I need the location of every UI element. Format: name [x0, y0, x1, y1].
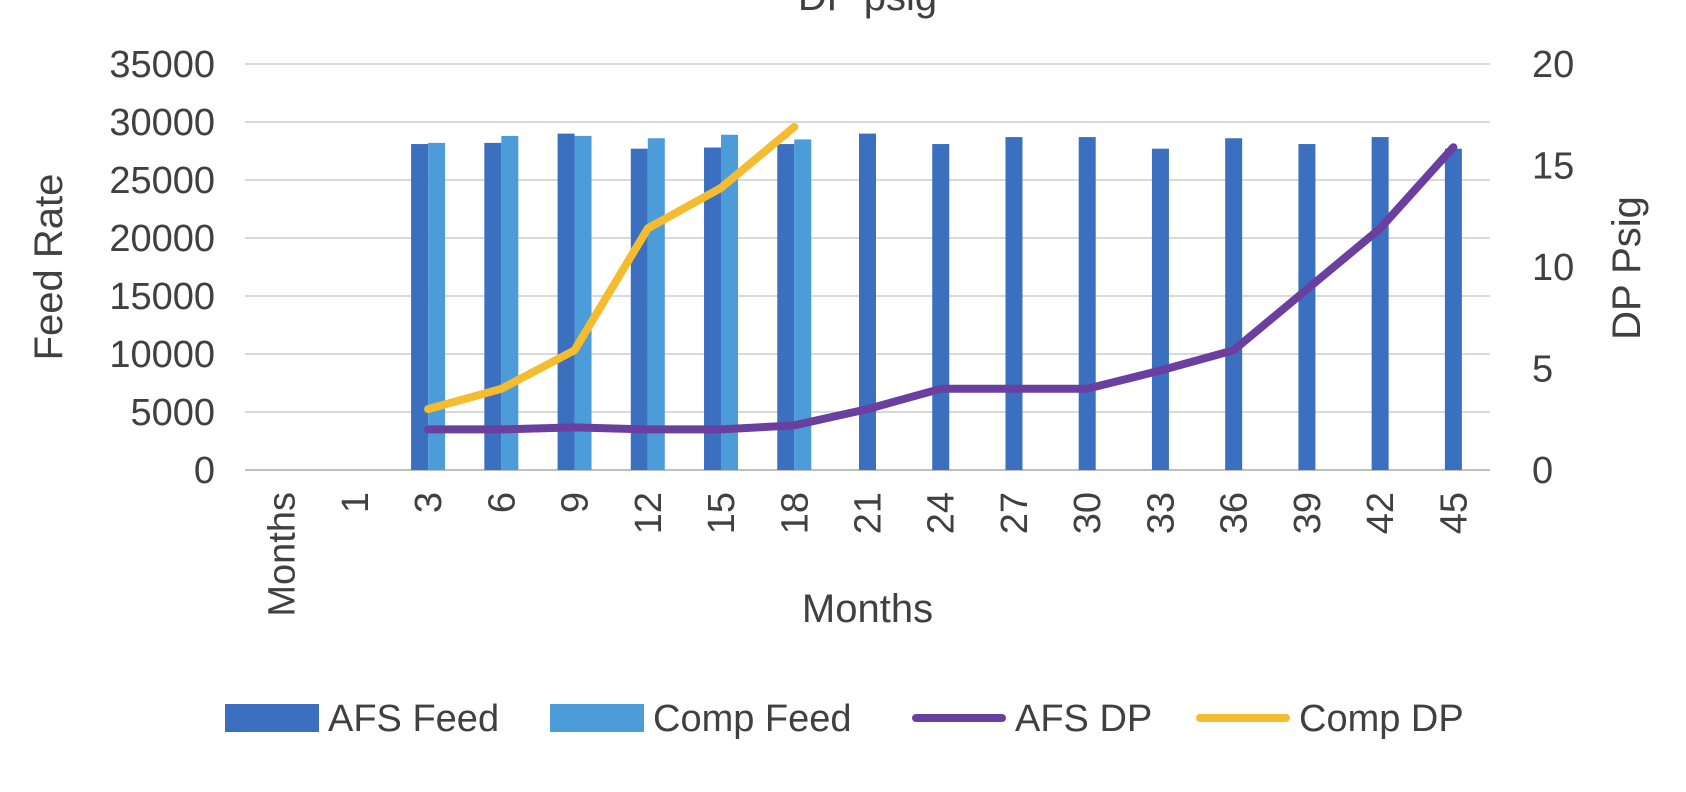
- legend: AFS Feed Comp Feed AFS DP Comp DP: [225, 698, 1464, 740]
- x-tick-label: 45: [1433, 492, 1475, 534]
- y2-tick-label: 0: [1532, 450, 1553, 492]
- bar-afs-feed-18: [777, 144, 795, 471]
- legend-swatch-afs-feed: [225, 704, 319, 732]
- x-axis-title: Months: [802, 587, 933, 631]
- y-tick-label: 20000: [109, 218, 215, 260]
- chart-title-group: DP psig: [798, 0, 937, 19]
- y-axis-title: Feed Rate: [27, 174, 71, 361]
- bar-comp-feed-12: [647, 138, 665, 471]
- x-tick-label: 15: [701, 492, 743, 534]
- y2-tick-label: 15: [1532, 146, 1574, 188]
- line-afs-dp: [424, 143, 1458, 434]
- bars: [411, 133, 1462, 471]
- bar-afs-feed-6: [484, 142, 502, 470]
- x-tick-label: 42: [1360, 492, 1402, 534]
- x-tick-label: 1: [335, 492, 377, 513]
- x-tick-label: 27: [994, 492, 1036, 534]
- x-tick-label: 36: [1214, 492, 1256, 534]
- y-tick-label: 5000: [130, 392, 215, 434]
- bar-afs-feed-15: [704, 147, 722, 470]
- bar-afs-feed-39: [1298, 144, 1316, 471]
- y-tick-label: 0: [194, 450, 215, 492]
- y2-tick-label: 20: [1532, 44, 1574, 86]
- bar-comp-feed-3: [428, 142, 446, 470]
- bar-comp-feed-15: [721, 134, 739, 470]
- y-tick-label: 10000: [109, 334, 215, 376]
- bar-afs-feed-24: [932, 144, 950, 471]
- y-tick-label: 15000: [109, 276, 215, 318]
- chart-title: DP psig: [798, 0, 937, 19]
- x-tick-label: 39: [1287, 492, 1329, 534]
- x-tick-label: 3: [408, 492, 450, 513]
- bar-comp-feed-9: [574, 135, 592, 471]
- legend-label-afs-dp: AFS DP: [1015, 698, 1152, 740]
- y-tick-label: 30000: [109, 102, 215, 144]
- x-tick-label: 9: [555, 492, 597, 513]
- legend-label-comp-dp: Comp DP: [1299, 698, 1464, 740]
- legend-swatch-comp-feed: [550, 704, 644, 732]
- legend-label-afs-feed: AFS Feed: [328, 698, 499, 740]
- bar-afs-feed-12: [630, 148, 648, 470]
- x-tick-label: 33: [1140, 492, 1182, 534]
- line-comp-dp: [424, 122, 799, 414]
- bar-afs-feed-30: [1078, 137, 1096, 470]
- bar-afs-feed-27: [1005, 137, 1023, 470]
- lines: [424, 122, 1458, 434]
- x-tick-label: Months: [262, 492, 304, 617]
- y-tick-label: 35000: [109, 44, 215, 86]
- bar-comp-feed-18: [794, 139, 812, 470]
- bar-afs-feed-33: [1151, 148, 1169, 470]
- legend-label-comp-feed: Comp Feed: [653, 698, 852, 740]
- x-tick-label: 12: [628, 492, 670, 534]
- y2-axis-title: DP Psig: [1605, 196, 1649, 340]
- bar-afs-feed-36: [1225, 138, 1243, 471]
- bar-afs-feed-3: [411, 144, 429, 471]
- x-tick-label: 18: [774, 492, 816, 534]
- bar-afs-feed-9: [557, 133, 575, 470]
- x-tick-label: 6: [481, 492, 523, 513]
- bar-afs-feed-42: [1371, 137, 1389, 470]
- x-tick-label: 30: [1067, 492, 1109, 534]
- x-tick-label: 24: [921, 492, 963, 534]
- x-tick-label: 21: [848, 492, 890, 534]
- bar-afs-feed-45: [1444, 148, 1462, 470]
- y-tick-label: 25000: [109, 160, 215, 202]
- y2-tick-label: 10: [1532, 247, 1574, 289]
- bar-afs-feed-21: [859, 133, 876, 470]
- y2-tick-label: 5: [1532, 349, 1553, 391]
- axes: 0 5000 10000 15000 20000 25000 30000 35000 0 5 10 1…: [27, 44, 1649, 631]
- bar-comp-feed-6: [501, 135, 519, 471]
